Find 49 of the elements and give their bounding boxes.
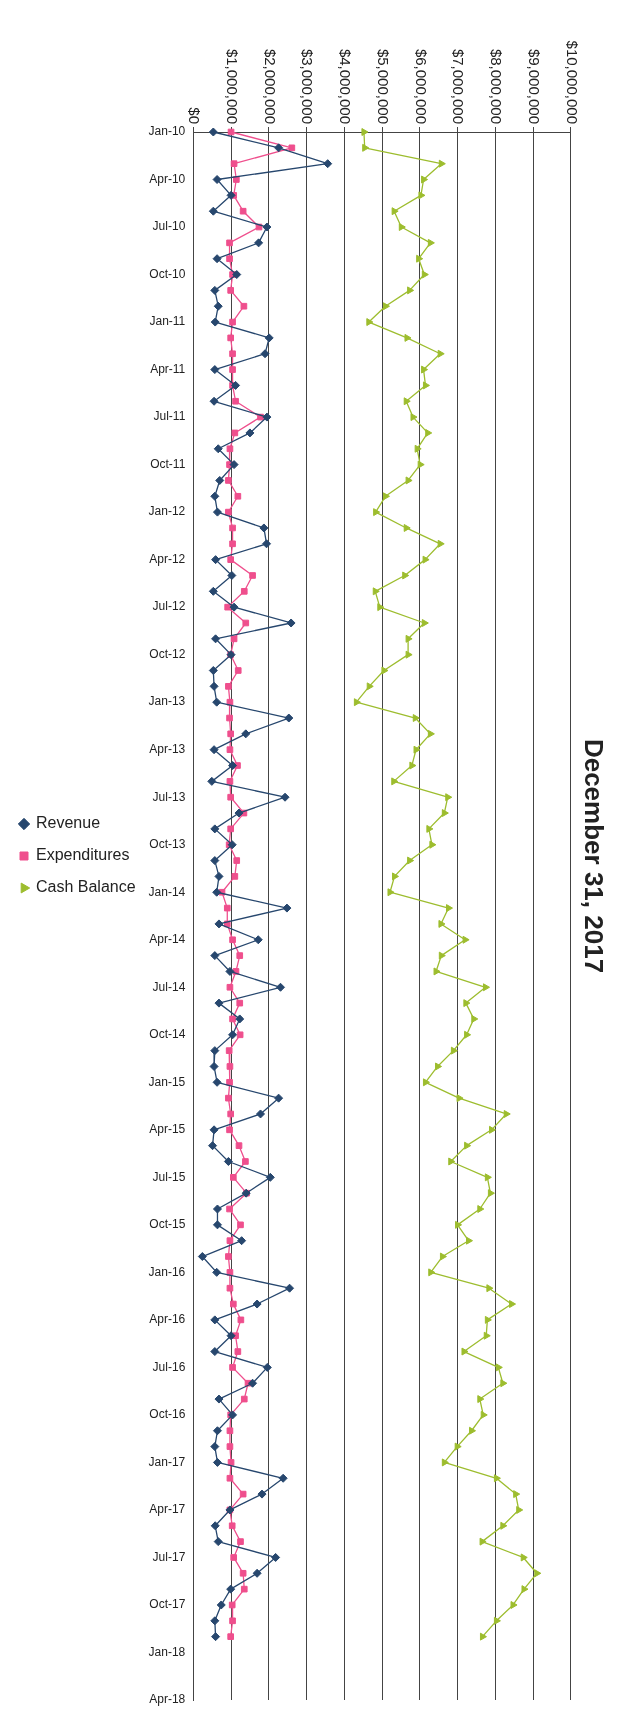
- y-tick-label: Jan-15: [148, 1074, 186, 1089]
- y-tick-label: Apr-12: [149, 551, 186, 566]
- y-tick-label: Jul-15: [152, 1169, 186, 1184]
- y-tick-label: Apr-10: [149, 171, 186, 186]
- y-tick-label: Jan-18: [148, 1644, 186, 1659]
- y-tick-label: Jan-10: [148, 124, 186, 139]
- legend-label: Cash Balance: [36, 878, 136, 896]
- y-tick-label: Oct-16: [149, 1407, 186, 1422]
- legend-label: Revenue: [36, 814, 101, 832]
- x-tick-label: $7,000,000: [450, 48, 468, 124]
- y-tick-label: Jan-16: [148, 1264, 186, 1279]
- y-tick-label: Oct-14: [149, 1027, 186, 1042]
- y-tick-label: Oct-12: [149, 646, 186, 661]
- y-tick-label: Jan-13: [148, 694, 186, 709]
- y-tick-label: Oct-10: [149, 266, 186, 281]
- y-tick-label: Jan-14: [148, 884, 186, 899]
- y-tick-label: Jul-17: [152, 1549, 186, 1564]
- y-tick-label: Jan-12: [148, 504, 186, 519]
- y-tick-label: Jul-16: [152, 1359, 186, 1374]
- y-tick-label: Oct-17: [149, 1597, 186, 1612]
- y-tick-label: Jan-11: [149, 314, 186, 329]
- y-tick-label: Apr-14: [149, 932, 186, 947]
- y-tick-label: Apr-16: [149, 1312, 186, 1327]
- y-tick-label: Apr-15: [149, 1122, 186, 1137]
- x-tick-label: $6,000,000: [412, 48, 430, 124]
- x-tick-label: $4,000,000: [337, 48, 355, 124]
- y-tick-label: Apr-17: [149, 1502, 186, 1517]
- y-tick-label: Oct-11: [150, 456, 186, 471]
- y-tick-label: Oct-15: [149, 1217, 186, 1232]
- y-tick-label: Jul-10: [152, 219, 186, 234]
- x-tick-label: $5,000,000: [374, 48, 392, 124]
- text: December 31, 2017: [579, 738, 610, 974]
- x-tick-label: $0: [186, 107, 204, 124]
- y-tick-label: Apr-11: [150, 361, 186, 376]
- y-tick-label: Jul-13: [152, 789, 186, 804]
- y-tick-label: Apr-13: [149, 742, 186, 757]
- x-tick-label: $3,000,000: [299, 48, 317, 124]
- x-tick-label: $1,000,000: [223, 48, 241, 124]
- y-tick-label: Jul-14: [152, 979, 186, 994]
- y-tick-label: Jul-11: [153, 409, 186, 424]
- x-tick-label: $9,000,000: [525, 48, 543, 124]
- x-tick-label: $2,000,000: [261, 48, 279, 124]
- legend-label: Expenditures: [36, 846, 130, 864]
- y-tick-label: Jan-17: [148, 1454, 186, 1469]
- x-tick-label: $10,000,000: [563, 40, 581, 124]
- y-tick-label: Jul-12: [152, 599, 186, 614]
- y-tick-label: Apr-18: [149, 1692, 186, 1707]
- y-tick-label: Oct-13: [149, 837, 186, 852]
- x-tick-label: $8,000,000: [488, 48, 506, 124]
